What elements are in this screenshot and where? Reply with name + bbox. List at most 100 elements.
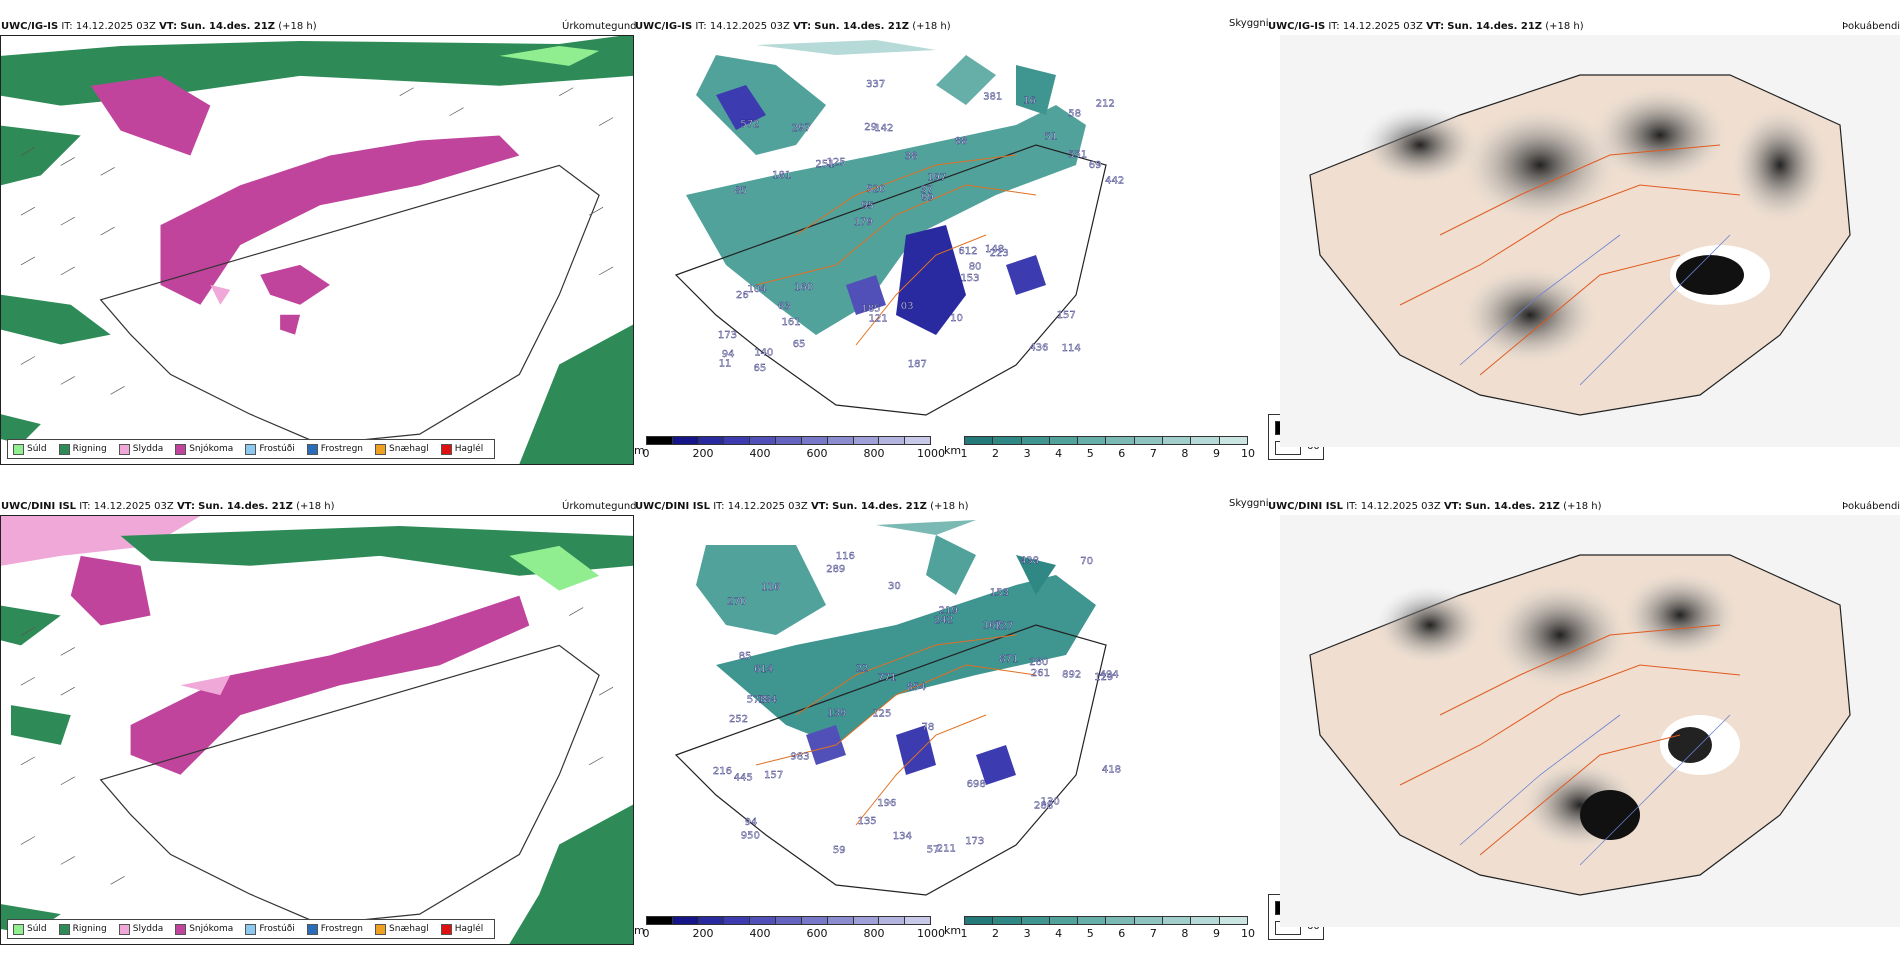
peak-label: 30 bbox=[888, 581, 901, 592]
legend-label: Frostregn bbox=[320, 924, 364, 934]
peak-label: 442 bbox=[1105, 176, 1124, 187]
panel-title-precip: UWC/DINI ISL IT: 14.12.2025 03Z VT: Sun.… bbox=[1, 501, 335, 512]
colorbar-swatch bbox=[853, 437, 880, 444]
peak-label: 212 bbox=[1096, 98, 1115, 109]
peak-label: 950 bbox=[741, 831, 760, 842]
peak-label: 854 bbox=[907, 682, 926, 693]
colorbar-swatch bbox=[1106, 437, 1135, 444]
peak-label: 187 bbox=[908, 359, 927, 370]
legend-label: Frostúði bbox=[259, 444, 295, 454]
legend-item: Súld bbox=[13, 443, 47, 455]
peak-label: 135 bbox=[858, 816, 877, 827]
visibility-label: Skyggni bbox=[1229, 498, 1269, 509]
legend-label: Snæhagl bbox=[389, 924, 429, 934]
peak-label: 551 bbox=[1068, 150, 1087, 161]
legend-label: Haglél bbox=[454, 924, 484, 934]
peak-label: 11 bbox=[719, 358, 732, 369]
colorbar-tick-label: 10 bbox=[1241, 927, 1255, 940]
peak-label: 69 bbox=[1089, 160, 1102, 171]
cloud-base-colorbar-ticks: 1 2 3 4 5 6 7 8 9 10 bbox=[961, 927, 1256, 941]
legend-label: Rigning bbox=[72, 924, 107, 934]
fog-map-svg bbox=[1280, 515, 1900, 927]
precip-type-map: Súld Rigning Slydda Snjókoma Frostúði Frostre… bbox=[0, 515, 634, 945]
peak-label: 130 bbox=[1041, 796, 1060, 807]
legend-swatch bbox=[306, 443, 318, 455]
legend-label: Haglél bbox=[454, 444, 484, 454]
peak-label: 297 bbox=[792, 123, 811, 134]
peak-label: 127 bbox=[994, 621, 1013, 632]
colorbar-tick-label: 5 bbox=[1086, 927, 1094, 940]
peak-label: 10 bbox=[950, 313, 963, 324]
elevation-colorbar-ticks: 0 200 400 600 800 1000 bbox=[642, 927, 946, 941]
legend-label: Frostúði bbox=[259, 924, 295, 934]
peak-label: 184 bbox=[758, 694, 777, 705]
colorbar-tick-label: 800 bbox=[863, 447, 885, 460]
peak-label: 94 bbox=[722, 349, 735, 360]
peak-label: 179 bbox=[854, 217, 873, 228]
peak-label: 121 bbox=[869, 314, 888, 325]
colorbar-swatch bbox=[965, 917, 994, 924]
colorbar-tick-label: 8 bbox=[1181, 927, 1189, 940]
peak-label: 289 bbox=[826, 564, 845, 575]
legend-item: Súld bbox=[13, 923, 47, 935]
colorbar-swatch bbox=[879, 437, 906, 444]
peak-label: 65 bbox=[793, 339, 806, 350]
colorbar-tick-label: 1000 bbox=[917, 927, 945, 940]
cloud-base-colorbar-swatches bbox=[964, 916, 1248, 925]
colorbar-swatch bbox=[993, 437, 1022, 444]
cloud-base-colorbar-ticks: 1 2 3 4 5 6 7 8 9 10 bbox=[961, 447, 1256, 461]
peak-label: 270 bbox=[727, 596, 746, 607]
colorbar-swatch bbox=[827, 437, 854, 444]
peak-label: 59 bbox=[833, 845, 846, 856]
peak-label: 436 bbox=[1029, 343, 1048, 354]
peak-label: 698 bbox=[967, 779, 986, 790]
legend-swatch bbox=[58, 923, 70, 935]
legend-item: Rigning bbox=[58, 923, 107, 935]
colorbar-tick-label: 2 bbox=[992, 447, 1000, 460]
colorbar-swatch bbox=[801, 917, 828, 924]
legend-swatch bbox=[58, 443, 70, 455]
legend-label: Snæhagl bbox=[389, 444, 429, 454]
colorbar-swatch bbox=[1191, 917, 1220, 924]
peak-label: 771 bbox=[878, 673, 897, 684]
legend-item: Snæhagl bbox=[375, 923, 429, 935]
legend-item: Haglél bbox=[440, 923, 484, 935]
fog-index-label: Þokuábendi bbox=[1842, 501, 1900, 512]
peak-label: 251 bbox=[816, 159, 835, 170]
peak-label: 116 bbox=[761, 582, 780, 593]
elevation-colorbar: m 0 200 400 600 800 1000 bbox=[634, 916, 946, 944]
precip-type-map: Súld Rigning Slydda Snjókoma Frostúði Frostre… bbox=[0, 35, 634, 465]
legend-swatch bbox=[13, 923, 24, 935]
colorbar-swatch bbox=[672, 437, 699, 444]
colorbar-tick-label: 2 bbox=[992, 927, 1000, 940]
peak-label: 26 bbox=[736, 290, 749, 301]
colorbar-swatch bbox=[1219, 437, 1247, 444]
peak-label: 140 bbox=[754, 348, 773, 359]
elevation-colorbar-ticks: 0 200 400 600 800 1000 bbox=[643, 447, 946, 461]
legend-item: Slydda bbox=[118, 923, 163, 935]
precip-type-legend: Súld Rigning Slydda Snjókoma Frostúði Frostre… bbox=[7, 919, 496, 939]
peak-label: 116 bbox=[836, 551, 855, 562]
peak-label: 63 bbox=[778, 301, 791, 312]
precip-map-svg bbox=[1, 516, 633, 944]
peak-label: 445 bbox=[734, 773, 753, 784]
peak-label: 418 bbox=[1102, 764, 1121, 775]
legend-label: Snjókoma bbox=[189, 444, 234, 454]
colorbar-tick-label: 5 bbox=[1086, 447, 1094, 460]
peak-label: 153 bbox=[990, 588, 1009, 599]
elevation-unit: m bbox=[634, 444, 645, 457]
colorbar-swatch bbox=[724, 437, 751, 444]
colorbar-tick-label: 0 bbox=[642, 927, 650, 940]
cloud-map-svg bbox=[674, 40, 1107, 416]
row-dini: UWC/DINI ISL IT: 14.12.2025 03Z VT: Sun.… bbox=[0, 493, 1900, 963]
colorbar-swatch bbox=[1078, 917, 1107, 924]
peak-label: 58 bbox=[1068, 109, 1081, 120]
peak-label: 219 bbox=[939, 606, 958, 617]
peak-label: 242 bbox=[934, 615, 953, 626]
colorbar-tick-label: 4 bbox=[1055, 927, 1063, 940]
legend-swatch bbox=[440, 923, 452, 935]
colorbar-tick-label: 6 bbox=[1118, 447, 1126, 460]
precip-type-legend: Súld Rigning Slydda Snjókoma Frostúði Frostre… bbox=[7, 439, 496, 459]
colorbar-swatch bbox=[1191, 437, 1220, 444]
legend-swatch bbox=[118, 923, 130, 935]
